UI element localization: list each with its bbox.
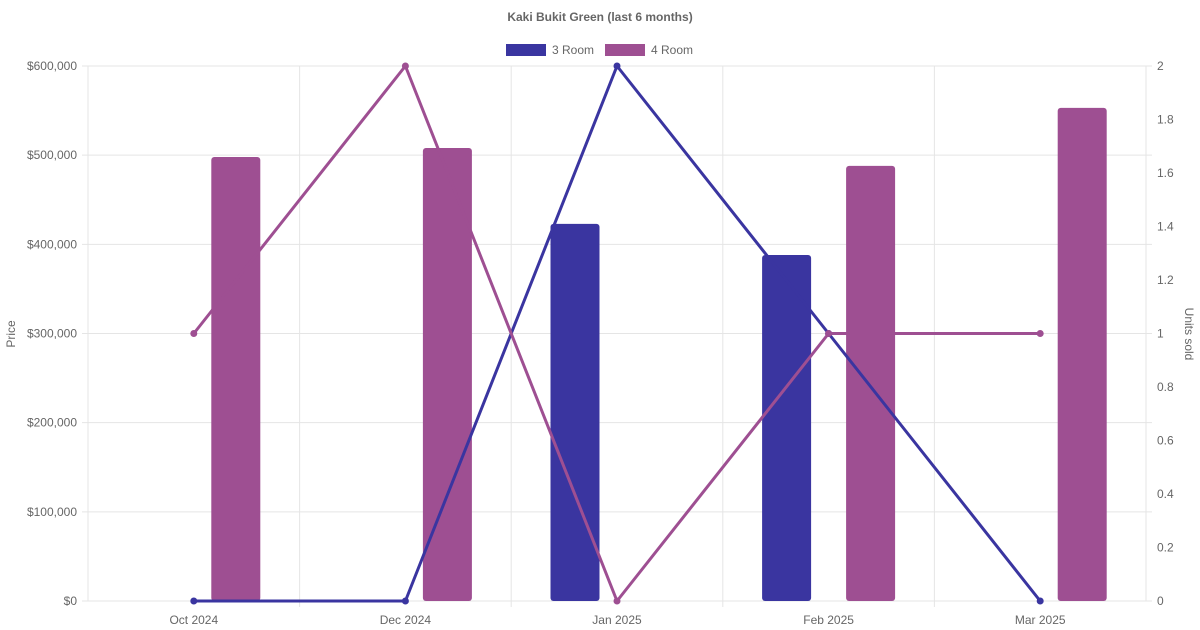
bar-3-room-jan-2025[interactable] <box>550 223 600 601</box>
y-left-tick-label: $0 <box>64 594 78 608</box>
x-tick-label: Dec 2024 <box>380 613 432 627</box>
bar-3-room-feb-2025[interactable] <box>762 255 812 602</box>
y-right-tick-label: 1.2 <box>1157 273 1174 287</box>
chart-title: Kaki Bukit Green (last 6 months) <box>507 10 692 24</box>
point-4-room-oct-2024[interactable] <box>190 330 198 337</box>
y-right-tick-label: 0.4 <box>1157 487 1174 501</box>
grid-lines <box>82 65 1152 607</box>
x-tick-label: Jan 2025 <box>592 613 642 627</box>
y-right-tick-label: 2 <box>1157 59 1164 73</box>
point-4-room-dec-2024[interactable] <box>401 62 409 70</box>
y-left-tick-label: $300,000 <box>27 327 77 341</box>
y-left-tick-label: $600,000 <box>27 59 77 73</box>
bar-4-room-mar-2025[interactable] <box>1057 107 1107 602</box>
lines <box>190 62 1044 605</box>
y-axis-right-title: Units sold <box>1182 308 1196 361</box>
y-right-tick-label: 0.8 <box>1157 380 1174 394</box>
bar-4-room-oct-2024[interactable] <box>211 156 261 601</box>
x-axis-ticks: Oct 2024 Dec 2024 Jan 2025 Feb 2025 Mar 2025 <box>169 613 1065 627</box>
x-tick-label: Oct 2024 <box>169 613 218 627</box>
y-right-tick-label: 1 <box>1157 327 1164 341</box>
legend-label-3-room: 3 Room <box>552 43 594 57</box>
point-3-room-jan-2025[interactable] <box>613 62 621 70</box>
y-axis-right-ticks: 0 0.2 0.4 0.6 0.8 1 1.2 1.4 1.6 1.8 2 <box>1157 59 1174 608</box>
y-axis-left-title: Price <box>4 320 18 348</box>
legend-swatch-4-room <box>605 44 645 56</box>
y-axis-left-ticks: $0 $100,000 $200,000 $300,000 $400,000 $500,0… <box>27 59 77 608</box>
point-4-room-feb-2025[interactable] <box>825 330 833 337</box>
y-right-tick-label: 1.8 <box>1157 113 1174 127</box>
y-left-tick-label: $200,000 <box>27 416 77 430</box>
y-right-tick-label: 0.6 <box>1157 434 1174 448</box>
legend-item-4-room[interactable]: 4 Room <box>605 43 693 57</box>
legend-label-4-room: 4 Room <box>651 43 693 57</box>
y-left-tick-label: $400,000 <box>27 237 77 251</box>
legend-item-3-room[interactable]: 3 Room <box>506 43 594 57</box>
y-left-tick-label: $500,000 <box>27 148 77 162</box>
y-right-tick-label: 0.2 <box>1157 541 1174 555</box>
y-right-tick-label: 1.4 <box>1157 220 1174 234</box>
bar-4-room-dec-2024[interactable] <box>422 148 472 602</box>
y-right-tick-label: 0 <box>1157 594 1164 608</box>
y-left-tick-label: $100,000 <box>27 505 77 519</box>
point-4-room-jan-2025[interactable] <box>613 597 621 605</box>
bars <box>211 107 1107 602</box>
point-4-room-mar-2025[interactable] <box>1036 330 1044 337</box>
point-3-room-oct-2024[interactable] <box>190 597 198 605</box>
legend: 3 Room 4 Room <box>506 43 693 57</box>
legend-swatch-3-room <box>506 44 546 56</box>
point-3-room-dec-2024[interactable] <box>401 597 409 605</box>
y-right-tick-label: 1.6 <box>1157 166 1174 180</box>
bar-4-room-feb-2025[interactable] <box>846 165 896 601</box>
x-tick-label: Mar 2025 <box>1015 613 1066 627</box>
point-3-room-mar-2025[interactable] <box>1036 597 1044 605</box>
x-tick-label: Feb 2025 <box>803 613 854 627</box>
